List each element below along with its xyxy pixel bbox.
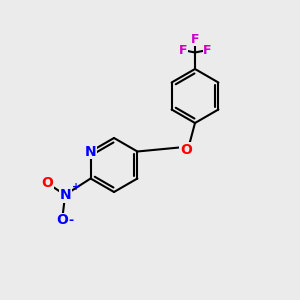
Text: O: O <box>180 143 192 157</box>
Text: F: F <box>178 44 187 56</box>
Text: O: O <box>41 176 53 190</box>
Text: O: O <box>56 214 68 227</box>
Text: -: - <box>69 214 74 227</box>
Text: +: + <box>72 182 80 193</box>
Text: N: N <box>59 188 71 202</box>
Text: F: F <box>191 33 199 46</box>
Text: F: F <box>203 44 212 56</box>
Text: N: N <box>85 145 96 158</box>
